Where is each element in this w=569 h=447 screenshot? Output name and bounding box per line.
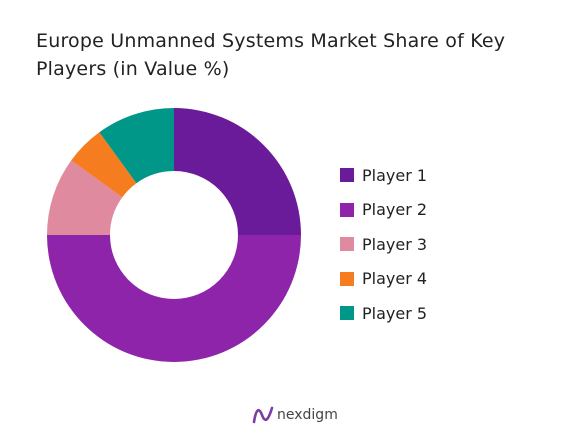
slice-player-4: [71, 132, 137, 198]
chart-title: Europe Unmanned Systems Market Share of …: [36, 30, 506, 80]
legend-item-player-1: Player 1: [340, 158, 427, 193]
legend-label: Player 4: [362, 269, 428, 289]
legend-item-player-2: Player 2: [340, 193, 427, 228]
legend-label: Player 1: [362, 165, 428, 185]
slice-player-3: [47, 160, 123, 235]
legend-item-player-3: Player 3: [340, 227, 427, 262]
brand-name: nexdigm: [277, 407, 338, 423]
legend-swatch: [340, 271, 354, 286]
legend-swatch: [340, 306, 354, 321]
legend-swatch: [340, 168, 354, 183]
nexdigm-logo-icon: [252, 406, 274, 424]
legend-swatch: [340, 237, 354, 252]
slice-player-1: [174, 108, 301, 235]
legend-label: Player 2: [362, 200, 428, 220]
legend-item-player-4: Player 4: [340, 262, 427, 297]
slice-player-5: [99, 108, 174, 184]
legend-label: Player 5: [362, 303, 428, 323]
slice-player-2: [47, 235, 301, 362]
legend-label: Player 3: [362, 234, 428, 254]
legend-swatch: [340, 202, 354, 217]
chart-legend: Player 1 Player 2 Player 3 Player 4 Player 5: [340, 158, 427, 331]
legend-item-player-5: Player 5: [340, 296, 427, 331]
brand-logo: nexdigm: [252, 405, 338, 425]
